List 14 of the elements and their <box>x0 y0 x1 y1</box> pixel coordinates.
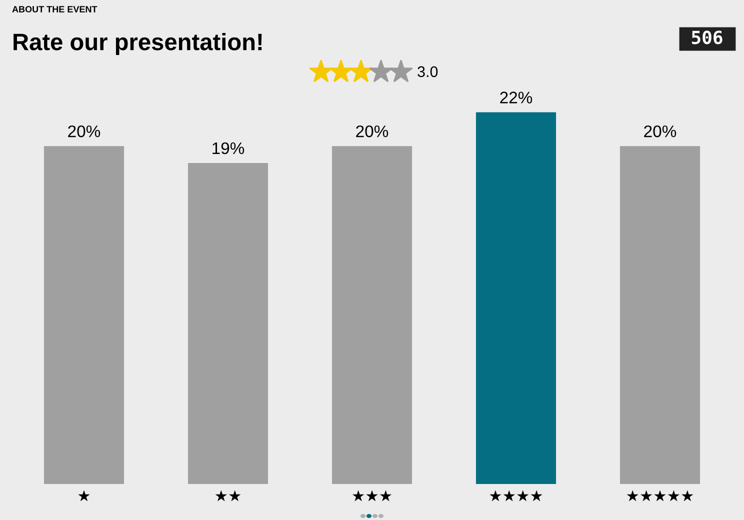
x-tick-label: ★ <box>78 490 90 502</box>
text: 506 <box>692 30 722 44</box>
x-tick-label: ★★★ <box>352 490 392 502</box>
data-label: 20% <box>68 125 100 138</box>
x-tick-label: ★★ <box>215 490 241 502</box>
text: 3.0 <box>418 66 438 78</box>
text: ABOUT THE EVENT <box>12 6 98 12</box>
data-label: 20% <box>356 125 388 138</box>
data-label: 22% <box>500 92 532 104</box>
data-label: 19% <box>212 142 244 154</box>
x-tick-label: ★★★★ <box>490 490 542 502</box>
chart-title: Rate our presentation! <box>14 32 262 56</box>
data-label: 20% <box>644 125 676 138</box>
x-tick-label: ★★★★★ <box>626 490 694 502</box>
